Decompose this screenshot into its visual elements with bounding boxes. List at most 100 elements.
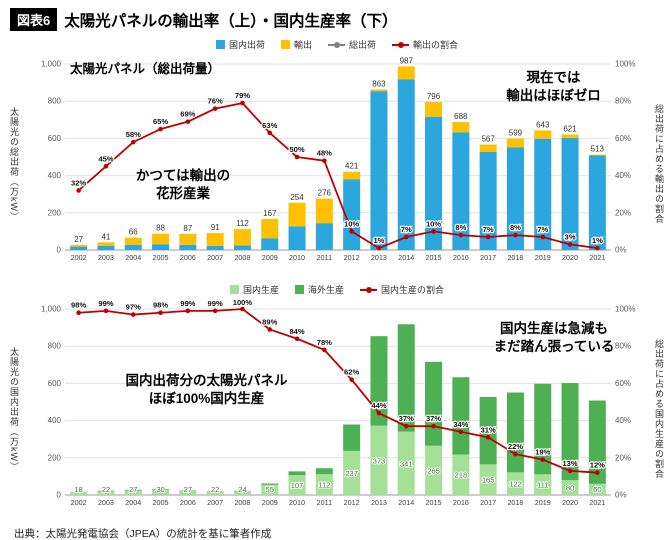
svg-text:2015: 2015: [426, 253, 442, 262]
svg-text:2016: 2016: [453, 253, 469, 262]
svg-text:45%: 45%: [98, 154, 113, 163]
svg-text:37%: 37%: [399, 414, 414, 423]
svg-text:2002: 2002: [71, 253, 87, 262]
svg-text:40%: 40%: [615, 171, 631, 180]
svg-text:2016: 2016: [453, 498, 469, 507]
svg-text:2020: 2020: [562, 253, 578, 262]
top-left-axis-title: 太陽光の総出荷（万kW）: [9, 106, 19, 222]
svg-text:2021: 2021: [589, 253, 605, 262]
svg-text:276: 276: [318, 189, 332, 198]
bottom-left-axis-title: 太陽光の国内出荷（万kW）: [9, 346, 19, 472]
svg-text:599: 599: [509, 129, 523, 138]
svg-text:2020: 2020: [562, 498, 578, 507]
svg-text:98%: 98%: [71, 301, 86, 310]
svg-text:32%: 32%: [71, 178, 86, 187]
svg-text:27: 27: [184, 485, 192, 494]
svg-text:24: 24: [238, 485, 246, 494]
svg-text:79%: 79%: [235, 91, 250, 100]
svg-text:34%: 34%: [453, 420, 468, 429]
svg-text:99%: 99%: [98, 299, 113, 308]
svg-text:80: 80: [566, 484, 574, 493]
svg-text:2008: 2008: [234, 253, 250, 262]
svg-text:27: 27: [129, 485, 137, 494]
svg-text:2004: 2004: [125, 498, 141, 507]
svg-text:513: 513: [591, 145, 605, 154]
svg-text:0%: 0%: [615, 491, 627, 500]
svg-text:254: 254: [290, 193, 304, 202]
svg-text:2019: 2019: [535, 498, 551, 507]
svg-text:63%: 63%: [262, 121, 277, 130]
svg-text:200: 200: [48, 453, 62, 462]
legend-line-marker-icon: [360, 286, 377, 293]
svg-text:2012: 2012: [344, 498, 360, 507]
export-rate-chart-block: 国内出荷 輸出 総出荷 輸出の割合 太陽光の総出荷（万kW） 0 0% 200 20% 400…: [6, 37, 668, 276]
svg-text:2010: 2010: [289, 498, 305, 507]
svg-text:8%: 8%: [455, 223, 466, 232]
legend-label: 輸出: [293, 40, 312, 50]
svg-text:796: 796: [427, 92, 441, 101]
svg-text:88: 88: [156, 224, 165, 233]
legend-item: 国内生産: [229, 283, 279, 296]
legend-label: 海外生産: [307, 285, 344, 295]
svg-text:2009: 2009: [262, 253, 278, 262]
svg-text:62%: 62%: [344, 368, 359, 377]
svg-text:76%: 76%: [208, 97, 223, 106]
svg-text:1,000: 1,000: [41, 305, 62, 314]
legend-line-marker-icon: [328, 41, 345, 48]
svg-text:2007: 2007: [207, 253, 223, 262]
svg-text:421: 421: [345, 162, 359, 171]
svg-text:400: 400: [48, 416, 62, 425]
svg-text:1%: 1%: [373, 236, 384, 245]
svg-text:10%: 10%: [426, 219, 441, 228]
svg-text:50%: 50%: [289, 145, 304, 154]
svg-text:2012: 2012: [344, 253, 360, 262]
svg-text:100%: 100%: [615, 60, 635, 69]
svg-text:265: 265: [427, 466, 440, 475]
svg-text:100%: 100%: [615, 305, 635, 314]
svg-text:2014: 2014: [398, 253, 414, 262]
top-right-axis-title: 総出荷に占める輸出の割合: [654, 104, 664, 224]
svg-text:218: 218: [455, 471, 468, 480]
svg-text:0: 0: [57, 491, 62, 500]
svg-text:2004: 2004: [125, 253, 141, 262]
svg-text:2003: 2003: [98, 253, 114, 262]
svg-text:66: 66: [129, 228, 138, 237]
svg-text:2002: 2002: [71, 498, 87, 507]
legend-item: 国内生産の割合: [360, 283, 444, 296]
svg-text:48%: 48%: [317, 149, 332, 158]
svg-text:12%: 12%: [590, 461, 605, 470]
svg-text:7%: 7%: [401, 225, 412, 234]
svg-text:58%: 58%: [126, 130, 141, 139]
legend-label: 国内生産の割合: [381, 285, 445, 295]
svg-text:100%: 100%: [233, 298, 253, 307]
svg-text:688: 688: [454, 112, 468, 121]
svg-text:60%: 60%: [615, 134, 631, 143]
bottom-chart-legend: 国内生産 海外生産 国内生産の割合: [6, 282, 668, 297]
svg-text:69%: 69%: [180, 110, 195, 119]
svg-text:600: 600: [48, 379, 62, 388]
top-chart-row: 太陽光の総出荷（万kW） 0 0% 200 20% 400 40% 600 60% 800 80%…: [6, 52, 668, 276]
bottom-chart-svg: 0 0% 200 20% 400 40% 600 60% 800 80% 1,000 100% 2002…: [41, 297, 636, 507]
svg-text:41: 41: [101, 232, 110, 241]
legend-label: 国内生産: [242, 285, 279, 295]
legend-swatch-icon: [215, 40, 225, 49]
top-chart-svg: 0 0% 200 20% 400 40% 600 60% 800 80% 1,000 100% 2002…: [41, 55, 636, 262]
svg-text:99%: 99%: [180, 299, 195, 308]
legend-swatch-icon: [294, 285, 304, 294]
legend-item: 国内出荷: [215, 38, 265, 51]
svg-text:800: 800: [48, 97, 62, 106]
legend-item: 輸出の割合: [392, 38, 458, 51]
svg-text:567: 567: [481, 135, 495, 144]
svg-text:27: 27: [74, 235, 83, 244]
bottom-right-axis-title: 総出荷に占める国内生産の割合: [654, 339, 664, 479]
svg-text:2018: 2018: [507, 498, 523, 507]
svg-text:1,000: 1,000: [41, 60, 62, 69]
svg-text:22: 22: [102, 485, 110, 494]
figure-badge: 図表6: [10, 8, 58, 31]
legend-label: 輸出の割合: [413, 40, 459, 50]
svg-text:10%: 10%: [344, 219, 359, 228]
svg-text:2009: 2009: [262, 498, 278, 507]
svg-text:30: 30: [156, 485, 164, 494]
annotation-former-export-industry: かつては輸出の 花形産業: [135, 168, 231, 201]
svg-text:2010: 2010: [289, 253, 305, 262]
